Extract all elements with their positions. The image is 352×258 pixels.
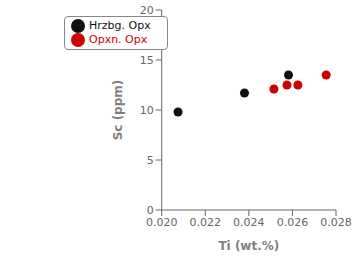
svg-text:0.028: 0.028 [320,216,344,229]
svg-text:0.022: 0.022 [190,216,222,229]
svg-text:20: 20 [140,4,154,17]
svg-text:0.020: 0.020 [146,216,178,229]
svg-text:0.026: 0.026 [277,216,309,229]
svg-text:0: 0 [147,204,154,217]
svg-text:0.024: 0.024 [233,216,265,229]
svg-text:5: 5 [147,154,154,167]
svg-text:Sc (ppm): Sc (ppm) [111,80,125,141]
svg-text:15: 15 [140,54,154,67]
svg-text:Ti (wt.%): Ti (wt.%) [218,239,279,253]
svg-text:10: 10 [140,104,154,117]
html-text:Hrzbg. Opx: Hrzbg. Opx [89,19,151,32]
html-text:Opxn. Opx: Opxn. Opx [89,33,148,46]
